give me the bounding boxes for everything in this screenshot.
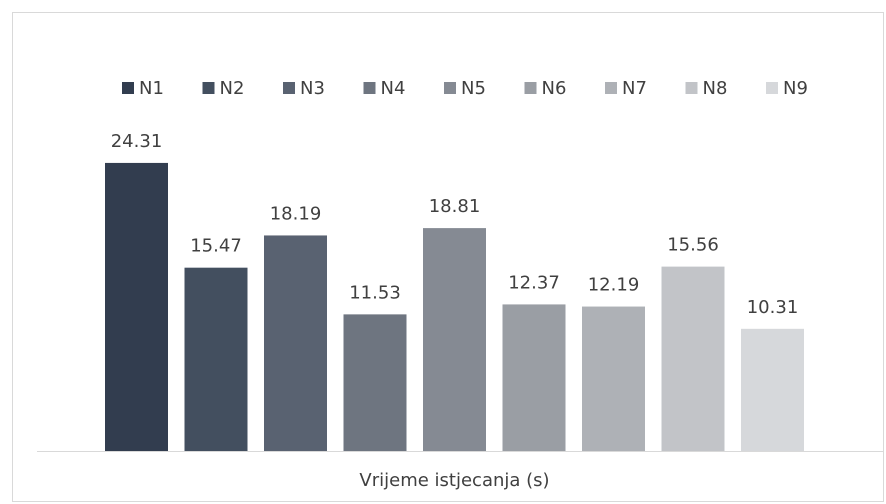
- bar: [343, 314, 407, 451]
- bar: [741, 328, 804, 451]
- value-label: 12.19: [588, 275, 640, 296]
- legend-swatch: [363, 82, 376, 94]
- legend-label: N5: [461, 78, 486, 99]
- legend-swatch: [605, 82, 617, 94]
- legend-label: N9: [783, 78, 808, 99]
- legend-label: N7: [622, 78, 647, 99]
- bar: [661, 266, 725, 451]
- value-label: 10.31: [747, 297, 799, 318]
- bar: [423, 228, 486, 451]
- legend-label: N1: [139, 78, 164, 99]
- value-label: 18.19: [270, 203, 322, 224]
- legend-label: N4: [381, 78, 406, 99]
- bar: [264, 235, 327, 451]
- legend-label: N2: [220, 78, 245, 99]
- legend-label: N6: [542, 78, 567, 99]
- legend-swatch: [766, 82, 778, 94]
- value-label: 24.31: [111, 131, 163, 152]
- value-label: 15.56: [667, 235, 719, 256]
- category-label: Vrijeme istjecanja (s): [359, 470, 549, 491]
- legend-swatch: [524, 82, 537, 94]
- legend-label: N8: [703, 78, 728, 99]
- bar: [184, 267, 248, 451]
- value-label: 12.37: [508, 272, 560, 293]
- value-label: 11.53: [349, 282, 401, 303]
- legend-swatch: [202, 82, 215, 94]
- value-label: 18.81: [429, 196, 481, 217]
- legend-swatch: [685, 82, 698, 94]
- legend-swatch: [283, 82, 295, 94]
- legend-swatch: [444, 82, 456, 94]
- bar: [582, 306, 645, 451]
- legend-label: N3: [300, 78, 325, 99]
- bar: [502, 304, 566, 451]
- legend-swatch: [122, 82, 134, 94]
- bar: [105, 162, 168, 451]
- value-label: 15.47: [190, 236, 242, 257]
